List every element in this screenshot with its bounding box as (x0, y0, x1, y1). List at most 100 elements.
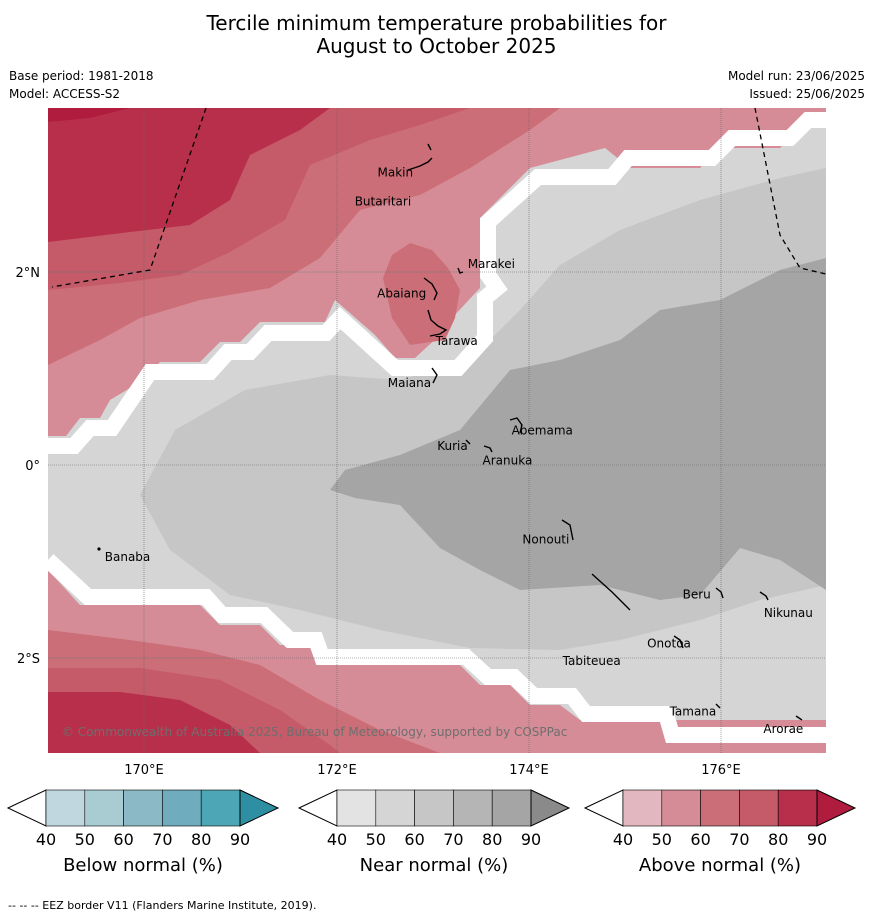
colorbar-tick: 60 (690, 830, 710, 849)
colorbar-swatch (777, 789, 818, 827)
eez-footnote: -- -- -- EEZ border V11 (Flanders Marine… (8, 899, 317, 912)
colorbar-label: Near normal (%) (360, 855, 509, 876)
colorbar-tick: 40 (36, 830, 56, 849)
gridlines (48, 108, 826, 753)
abemama-island (509, 417, 523, 434)
place-label-beru: Beru (683, 587, 711, 601)
abaiang-island (423, 277, 438, 301)
place-label-kuria: Kuria (437, 439, 468, 453)
colorbar-tick: 50 (652, 830, 672, 849)
colorbar-label: Above normal (%) (639, 855, 801, 876)
place-label-abemama: Abemama (512, 423, 573, 437)
x-tick-170: 170°E (124, 763, 164, 778)
colorbar-swatch (739, 789, 779, 827)
place-label-tamana: Tamana (669, 704, 717, 718)
place-label-abaiang: Abaiang (377, 286, 426, 300)
colorbar-tick: 90 (807, 830, 827, 849)
colorbar-label: Below normal (%) (63, 855, 223, 876)
colorbar-tick: 50 (366, 830, 386, 849)
nikunau-island (759, 591, 769, 601)
colorbar-swatch (661, 789, 701, 827)
colorbar-swatch (453, 789, 493, 827)
colorbar-2: 40 50 60 70 80 90 Near normal (%) (297, 789, 571, 876)
map-area: Makin Butaritari Marakei Abaiang Tarawa Maian… (48, 108, 826, 753)
eez-borders (51, 108, 826, 288)
x-tick-172: 172°E (317, 763, 357, 778)
colorbar-tick: 70 (443, 830, 463, 849)
banaba-island (97, 547, 101, 551)
colorbar-high-extend (816, 789, 857, 827)
boundary-north (48, 112, 826, 454)
copyright-notice: © Commonwealth of Australia 2025, Bureau… (62, 725, 567, 739)
place-label-tabiteuea: Tabiteuea (562, 654, 621, 668)
colorbar-swatch (491, 789, 532, 827)
colorbar-tick: 70 (729, 830, 749, 849)
colorbar-low-extend (6, 789, 47, 827)
x-tick-174: 174°E (509, 763, 549, 778)
place-label-marakei: Marakei (468, 257, 515, 271)
meta-left: Base period: 1981-2018 Model: ACCESS-S2 (9, 67, 154, 103)
onotoa-island (673, 635, 684, 649)
y-axis-ticks: 2°N 0° 2°S (16, 266, 41, 667)
place-labels: Makin Butaritari Marakei Abaiang Tarawa Maian… (105, 166, 813, 736)
tarawa-island (427, 309, 448, 337)
place-label-maiana: Maiana (388, 376, 431, 390)
place-label-arorae: Arorae (763, 722, 803, 736)
colorbar-tick: 50 (75, 830, 95, 849)
colorbar-low-extend (297, 789, 338, 827)
south-above-70 (48, 692, 260, 753)
place-label-onotoa: Onotoa (647, 637, 691, 651)
colorbar-tick: 80 (191, 830, 211, 849)
aranuka-island (483, 445, 493, 453)
place-label-nikunau: Nikunau (764, 606, 813, 620)
north-above-70 (48, 108, 330, 242)
x-tick-176: 176°E (701, 763, 741, 778)
tabiteuea-island (591, 573, 631, 611)
colorbar-swatch (414, 789, 454, 827)
base-period: Base period: 1981-2018 (9, 69, 154, 83)
kuria-island (465, 439, 471, 445)
colorbar-tick: 60 (113, 830, 133, 849)
colorbar-tick: 80 (768, 830, 788, 849)
y-tick-0: 0° (25, 459, 40, 474)
y-tick-2s: 2°S (17, 652, 40, 667)
colorbar-swatch (375, 789, 415, 827)
y-tick-2n: 2°N (16, 266, 41, 281)
place-label-butaritari: Butaritari (355, 195, 412, 209)
place-label-aranuka: Aranuka (483, 454, 533, 468)
colorbar-swatch (200, 789, 241, 827)
beru-island (715, 587, 724, 599)
title-line-2: August to October 2025 (316, 34, 557, 58)
colorbar-3: 40 50 60 70 80 90 Above normal (%) (583, 789, 857, 876)
place-label-nonouti: Nonouti (522, 533, 569, 547)
colorbar-swatch (622, 789, 663, 827)
model-name: Model: ACCESS-S2 (9, 87, 121, 101)
arorae-island (795, 715, 803, 721)
tarawa-above-50 (383, 243, 460, 345)
model-run: Model run: 23/06/2025 (727, 69, 865, 83)
title-line-1: Tercile minimum temperature probabilitie… (206, 11, 667, 35)
boundary-south (48, 554, 826, 743)
place-label-makin: Makin (378, 166, 414, 180)
butaritari-island (407, 157, 433, 171)
colorbar-swatch (700, 789, 740, 827)
colorbar-tick: 90 (230, 830, 250, 849)
colorbar-tick: 80 (482, 830, 502, 849)
near-normal-60 (330, 258, 826, 600)
colorbar-swatch (45, 789, 86, 827)
legend-group: 40 50 60 70 80 90 Below normal (%) 40 50 60 70 80 90… (6, 789, 857, 876)
tamana-island (715, 703, 721, 709)
place-label-banaba: Banaba (105, 550, 151, 564)
colorbar-tick: 40 (613, 830, 633, 849)
north-above-80 (48, 108, 130, 122)
nonouti-island (561, 519, 574, 541)
colorbar-1: 40 50 60 70 80 90 Below normal (%) (6, 789, 280, 876)
colorbar-low-extend (583, 789, 624, 827)
x-axis-ticks: 170°E 172°E 174°E 176°E (124, 763, 741, 778)
colorbar-tick: 70 (152, 830, 172, 849)
colorbar-high-extend (530, 789, 571, 827)
colorbar-swatch (336, 789, 377, 827)
issued-date: Issued: 25/06/2025 (749, 87, 865, 101)
colorbar-swatch (84, 789, 124, 827)
